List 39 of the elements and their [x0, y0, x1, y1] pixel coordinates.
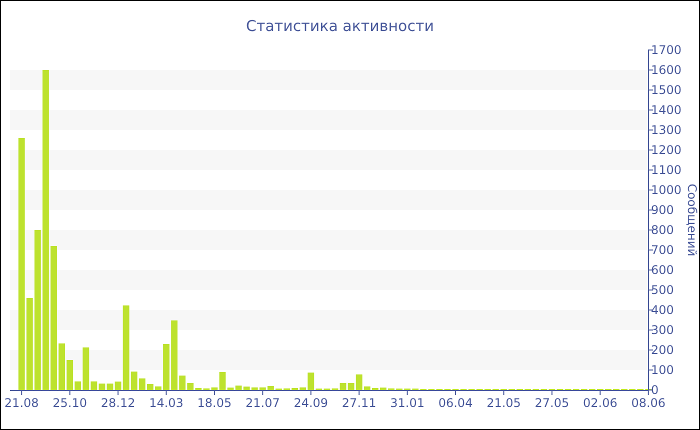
x-tick-label: 27.05	[534, 396, 570, 410]
y-tick-label: 800	[651, 223, 674, 237]
x-tick-label: 28.12	[100, 396, 136, 410]
y-tick-label: 1400	[651, 103, 682, 117]
x-tick-label: 27.11	[342, 396, 376, 410]
x-tick-label: 14.03	[149, 396, 184, 410]
x-tick-label: 06.04	[438, 396, 473, 410]
y-tick-label: 100	[651, 363, 674, 377]
bar	[219, 372, 226, 390]
y-tick-label: 700	[651, 243, 674, 257]
x-tick-label: 31.01	[390, 396, 424, 410]
bar	[98, 384, 106, 390]
y-tick-label: 600	[651, 263, 674, 277]
bar	[106, 384, 114, 390]
y-tick-label: 1600	[651, 63, 682, 77]
y-tick-label: 300	[651, 323, 674, 337]
x-tick-label: 02.06	[582, 396, 618, 410]
chart-title: Статистика активности	[246, 17, 434, 35]
y-tick-label: 1200	[651, 143, 682, 157]
bar	[340, 383, 346, 390]
x-tick-label: 21.08	[4, 396, 39, 410]
x-tick-label: 21.07	[246, 396, 280, 410]
x-tick-label: 18.05	[197, 396, 232, 410]
y-tick-label: 1500	[651, 83, 682, 97]
x-tick-label: 24.09	[294, 396, 328, 410]
y-tick-label: 0	[651, 383, 659, 397]
bar	[211, 387, 218, 390]
x-tick-label: 21.05	[486, 396, 521, 410]
y-tick-label: 200	[651, 343, 674, 357]
y-tick-label: 900	[651, 203, 674, 217]
y-tick-label: 1700	[651, 43, 682, 57]
y-tick-label: 400	[651, 303, 674, 317]
y-tick-label: 1100	[651, 163, 682, 177]
y-axis-title: Сообщений	[685, 184, 699, 256]
y-tick-label: 1000	[651, 183, 682, 197]
y-tick-label: 500	[651, 283, 674, 297]
y-tick-label: 1300	[651, 123, 682, 137]
x-tick-label: 08.06	[631, 396, 666, 410]
x-tick-label: 25.10	[52, 396, 88, 410]
